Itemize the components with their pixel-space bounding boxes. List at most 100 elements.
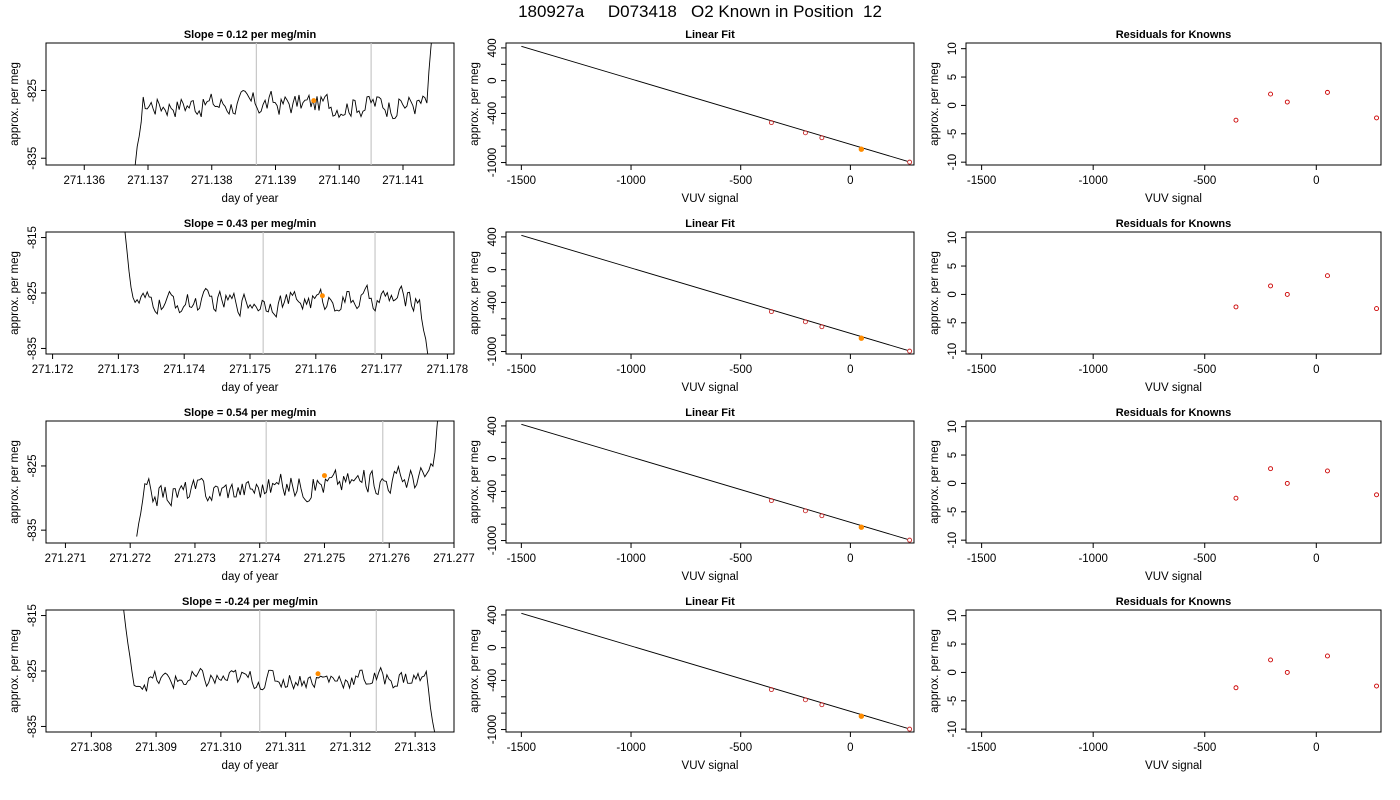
- plot-area: [521, 423, 913, 543]
- plot-area: [124, 232, 429, 354]
- plot-frame: [45, 420, 455, 544]
- x-tick-label: -1500: [507, 175, 536, 187]
- x-tick-label: 271.312: [330, 742, 372, 754]
- y-tick-label: -1000: [487, 337, 499, 366]
- y-tick-label: -825: [27, 281, 39, 304]
- y-tick-label: -10: [947, 721, 959, 738]
- x-axis-label: day of year: [222, 193, 279, 205]
- fit-panel-row-1: Linear Fit -1500 -1000 -500 0 VUV signal 400 0 -…: [469, 29, 915, 205]
- y-tick-label: -400: [487, 669, 499, 692]
- x-tick-label: -1500: [967, 175, 996, 187]
- y-tick-label: 0: [487, 77, 499, 83]
- plot-area: [1233, 273, 1379, 312]
- x-tick-label: -1500: [967, 742, 996, 754]
- x-tick-label: 271.176: [295, 364, 337, 376]
- detector-trace: [134, 43, 432, 165]
- x-tick-label: 271.277: [433, 553, 475, 565]
- x-tick-label: 271.311: [265, 742, 306, 754]
- detector-trace: [124, 232, 429, 354]
- y-tick-label: -10: [947, 154, 959, 171]
- x-tick-label: -500: [729, 742, 752, 754]
- fit-line: [521, 423, 908, 540]
- x-axis-label: day of year: [222, 571, 279, 583]
- fit-line: [521, 45, 908, 162]
- x-tick-label: 0: [847, 553, 853, 565]
- x-tick-label: 271.310: [200, 742, 242, 754]
- x-axis-label: day of year: [222, 760, 279, 772]
- known-average-marker: [319, 293, 325, 299]
- plot-area: [521, 45, 913, 165]
- residual-point: [1325, 653, 1330, 659]
- residual-point: [1325, 89, 1330, 95]
- x-tick-label: 0: [847, 175, 853, 187]
- x-tick-label: -500: [1193, 175, 1216, 187]
- y-axis-label: approx. per meg: [929, 251, 941, 335]
- residual-point: [1325, 468, 1330, 474]
- plot-frame: [965, 420, 1382, 544]
- plot-frame: [505, 609, 915, 733]
- y-tick-label: 400: [487, 605, 499, 624]
- x-tick-label: 271.137: [127, 175, 169, 187]
- y-tick-label: 400: [487, 227, 499, 246]
- x-tick-label: -500: [1193, 553, 1216, 565]
- y-tick-label: -825: [27, 79, 39, 102]
- fit-panel-row-4: Linear Fit -1500 -1000 -500 0 VUV signal 400 0 -…: [469, 596, 915, 772]
- plot-frame: [505, 420, 915, 544]
- y-tick-label: -1000: [487, 148, 499, 177]
- residual-point: [1374, 115, 1379, 121]
- y-axis-label: approx. per meg: [469, 440, 481, 524]
- panel-title: Slope = 0.43 per meg/min: [184, 218, 317, 230]
- known-average-marker: [321, 473, 327, 479]
- y-tick-label: -400: [487, 291, 499, 314]
- y-tick-label: -835: [27, 337, 39, 360]
- y-tick-label: -825: [27, 659, 39, 682]
- y-tick-label: 0: [947, 669, 959, 675]
- residual-point: [1284, 291, 1290, 297]
- residual-point: [1284, 99, 1290, 105]
- y-tick-label: -825: [27, 454, 39, 477]
- residual-point: [1374, 492, 1379, 498]
- x-tick-label: -1500: [967, 553, 996, 565]
- x-tick-label: 271.271: [45, 553, 87, 565]
- fit-line: [521, 234, 908, 351]
- y-tick-label: 0: [947, 480, 959, 486]
- x-tick-label: 271.174: [163, 364, 205, 376]
- fit-panel-row-2: Linear Fit -1500 -1000 -500 0 VUV signal 400 0 -…: [469, 218, 915, 394]
- known-point: [858, 524, 865, 530]
- y-tick-label: 5: [947, 641, 959, 647]
- x-axis-label: VUV signal: [682, 760, 739, 772]
- plot-frame: [965, 42, 1382, 166]
- residuals-panel-row-4: Residuals for Knowns -1500 -1000 -500 0 VUV s…: [929, 596, 1382, 772]
- standard-point: [819, 702, 825, 708]
- standard-point: [819, 324, 825, 330]
- y-tick-label: -5: [947, 129, 959, 139]
- fit-line: [521, 612, 908, 729]
- y-tick-label: -10: [947, 532, 959, 549]
- panel-title: Residuals for Knowns: [1116, 596, 1232, 608]
- x-tick-label: 0: [847, 364, 853, 376]
- x-tick-label: 0: [1313, 742, 1319, 754]
- y-tick-label: 10: [947, 420, 959, 433]
- plot-frame: [45, 231, 455, 355]
- residuals-panel-row-3: Residuals for Knowns -1500 -1000 -500 0 VUV s…: [929, 407, 1382, 583]
- panel-title: Residuals for Knowns: [1116, 218, 1232, 230]
- panel-title: Slope = 0.12 per meg/min: [184, 29, 317, 41]
- fit-panel-row-3: Linear Fit -1500 -1000 -500 0 VUV signal 400 0 -…: [469, 407, 915, 583]
- standard-point: [802, 319, 808, 325]
- standard-point: [907, 159, 913, 165]
- x-tick-label: 271.308: [71, 742, 113, 754]
- x-tick-label: -1500: [967, 364, 996, 376]
- plot-frame: [45, 42, 455, 166]
- y-tick-label: -1000: [487, 526, 499, 555]
- timeseries-panel-row-4: Slope = -0.24 per meg/min 271.308 271.309 2…: [9, 596, 455, 772]
- standard-point: [802, 697, 808, 703]
- x-tick-label: 271.141: [382, 175, 424, 187]
- residual-point: [1268, 466, 1274, 472]
- x-tick-label: 271.272: [109, 553, 151, 565]
- y-tick-label: -815: [27, 226, 39, 249]
- x-tick-label: 271.309: [135, 742, 177, 754]
- x-tick-label: 0: [1313, 364, 1319, 376]
- y-tick-label: 5: [947, 263, 959, 269]
- panel-title: Linear Fit: [685, 29, 735, 41]
- y-axis-label: approx. per meg: [469, 629, 481, 713]
